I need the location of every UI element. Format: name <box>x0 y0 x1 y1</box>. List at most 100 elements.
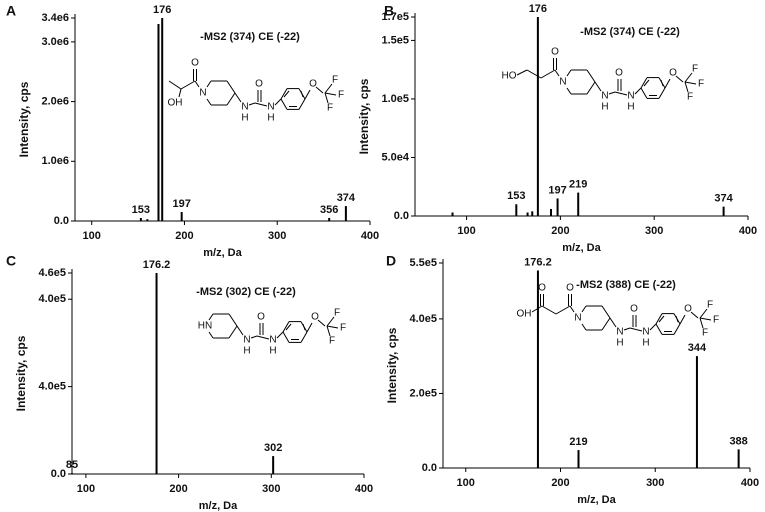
bond <box>581 323 587 331</box>
atom-label: O <box>551 47 559 58</box>
bond <box>555 305 571 315</box>
atom-label: H <box>241 113 248 124</box>
bond <box>679 314 686 325</box>
bond <box>283 90 290 98</box>
bond <box>601 305 611 319</box>
atom-label: F <box>340 323 346 334</box>
atom-label: H <box>627 102 634 113</box>
bond <box>326 325 331 337</box>
y-tick-label: 3.4e6 <box>41 12 69 24</box>
x-axis-label: m/z, Da <box>577 494 616 506</box>
panel: D 100 200 300 400 0.0 2.0e5 4.0e5 5.5e5 m/z, Da In… <box>385 253 759 506</box>
panel: C 100 200 300 400 0.0 4.0e5 4.0e5 4.6e5 m/z, Da In… <box>6 253 373 512</box>
y-axis-label: Intensity, cps <box>17 81 31 157</box>
bond <box>180 80 196 90</box>
atom-label: O <box>630 304 638 315</box>
x-tick-label: 300 <box>646 477 664 489</box>
atom-label: N <box>243 335 250 346</box>
bond <box>315 86 324 94</box>
bond <box>226 92 236 106</box>
bond <box>302 323 306 331</box>
x-tick-label: 100 <box>77 483 95 495</box>
bond <box>634 87 642 95</box>
bond <box>274 98 282 106</box>
bond <box>300 90 304 98</box>
bond <box>256 335 270 340</box>
peak-label: 374 <box>714 193 733 205</box>
annotation: -MS2 (374) CE (-22) <box>200 31 300 43</box>
y-tick-label: 0.0 <box>54 215 69 227</box>
bond <box>206 98 212 106</box>
bond <box>673 323 681 335</box>
bond <box>300 331 308 343</box>
x-tick-label: 300 <box>268 230 286 242</box>
y-axis-label: Intensity, cps <box>14 335 28 411</box>
peak-label: 153 <box>507 190 525 202</box>
atom-label: N <box>601 91 608 102</box>
atom-label: F <box>713 315 719 326</box>
bond <box>640 77 648 89</box>
y-axis-label: Intensity, cps <box>385 327 399 403</box>
bond <box>594 81 602 92</box>
bond <box>586 81 596 95</box>
x-axis-label: m/z, Da <box>203 247 242 259</box>
y-tick-label: 4.0e5 <box>409 313 437 325</box>
peak-label: 85 <box>66 459 78 471</box>
atom-label: O <box>538 283 546 294</box>
atom-label: F <box>329 336 335 347</box>
x-axis-label: m/z, Da <box>562 242 601 254</box>
y-tick-label: 1.7e5 <box>381 11 409 23</box>
atom-label: H <box>601 102 608 113</box>
bond <box>684 81 689 93</box>
bond <box>324 92 337 96</box>
x-tick-label: 400 <box>355 483 373 495</box>
atom-label: N <box>559 77 566 88</box>
bond <box>586 69 596 83</box>
bond <box>326 325 339 329</box>
bond <box>306 322 313 333</box>
atom-label: H <box>267 113 274 124</box>
bond <box>317 319 326 327</box>
bond <box>285 323 292 331</box>
bond <box>655 323 663 335</box>
peak-label: 176.2 <box>143 259 171 271</box>
y-tick-label: 1.0e5 <box>381 93 409 105</box>
bond <box>326 316 335 327</box>
bond <box>541 305 557 315</box>
y-tick-label: 3.0e6 <box>41 36 69 48</box>
bond <box>649 323 657 331</box>
bond <box>228 325 238 339</box>
annotation: -MS2 (388) CE (-22) <box>576 279 676 291</box>
x-tick-label: 200 <box>551 477 569 489</box>
bond <box>280 98 288 110</box>
peak-label: 388 <box>729 435 747 447</box>
bond <box>208 331 214 339</box>
bond <box>282 331 290 343</box>
atom-label: HN <box>198 321 212 332</box>
atom-label: O <box>566 283 574 294</box>
atom-label: F <box>692 64 698 75</box>
atom-label: N <box>269 335 276 346</box>
atom-label: N <box>642 327 649 338</box>
panel: B 100 200 300 400 0.0 5.0e4 1.0e5 1.5e5 1.7e5 m/z,… <box>357 3 757 254</box>
bond <box>298 98 306 110</box>
atom-label: N <box>616 327 623 338</box>
atom-label: O <box>309 79 317 90</box>
y-tick-label: 4.6e5 <box>38 267 66 279</box>
bond <box>554 69 560 77</box>
panel-label: D <box>386 253 396 269</box>
y-tick-label: 1.0e6 <box>41 155 69 167</box>
atom-label: O <box>257 312 265 323</box>
y-tick-label: 4.0e5 <box>38 381 66 393</box>
bond <box>226 80 236 94</box>
bond <box>629 327 643 332</box>
bond <box>608 91 616 95</box>
atom-label: H <box>269 346 276 357</box>
bond <box>658 315 665 323</box>
bond <box>609 317 617 328</box>
y-tick-label: 0.0 <box>51 468 66 480</box>
peak-label: 197 <box>548 184 566 196</box>
atom-label: F <box>707 300 713 311</box>
